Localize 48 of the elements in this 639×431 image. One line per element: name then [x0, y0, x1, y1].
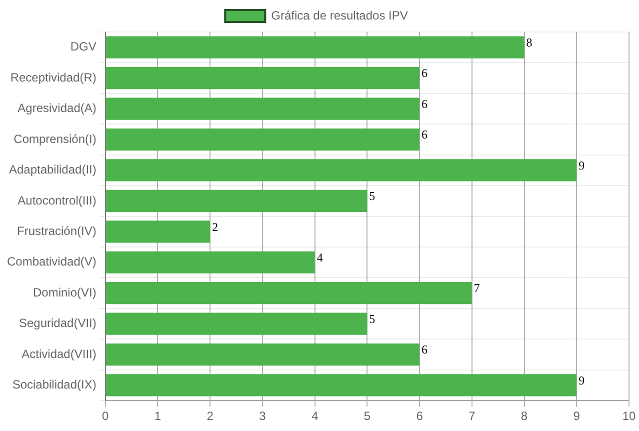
- y-tick-label: Actividad(VIII): [22, 346, 96, 361]
- data-label: 6: [422, 128, 428, 142]
- y-tick-label: Dominio(VI): [33, 285, 96, 300]
- x-tick-label: 2: [206, 409, 214, 424]
- y-tick-label: Seguridad(VII): [18, 316, 96, 330]
- data-label: 9: [578, 373, 585, 388]
- bar: [106, 374, 577, 396]
- bar: [106, 36, 524, 58]
- y-tick-label: Sociabilidad(IX): [12, 378, 96, 392]
- x-tick-label: 0: [102, 409, 110, 424]
- y-tick-label: DGV: [70, 40, 96, 54]
- bar: [106, 251, 315, 274]
- data-label: 2: [212, 220, 218, 234]
- y-tick-label: Combatividad(V): [6, 254, 96, 269]
- y-tick-label: Receptividad(R): [10, 70, 96, 84]
- bar: [106, 343, 420, 366]
- x-tick-label: 8: [520, 409, 528, 424]
- data-label: 6: [422, 342, 428, 357]
- bar: [106, 312, 368, 335]
- data-label: 8: [526, 35, 532, 50]
- bar: [106, 190, 368, 212]
- x-tick-label: 4: [311, 409, 318, 424]
- legend-label: Gráfica de resultados IPV: [271, 8, 408, 22]
- bar: [106, 98, 420, 120]
- data-label: 6: [422, 96, 428, 111]
- x-tick-label: 6: [416, 409, 424, 424]
- y-tick-label: Agresividad(A): [18, 101, 96, 116]
- y-tick-label: Comprensión(I): [14, 132, 96, 146]
- bar: [106, 67, 420, 90]
- x-tick-label: 1: [154, 409, 162, 424]
- bar: [106, 282, 472, 304]
- data-label: 7: [474, 281, 480, 296]
- bar: [106, 128, 420, 151]
- data-label: 6: [422, 66, 428, 80]
- y-tick-label: Autocontrol(III): [18, 193, 96, 208]
- x-tick-label: 5: [364, 409, 371, 424]
- data-label: 5: [369, 312, 376, 326]
- x-tick-label: 9: [573, 409, 580, 424]
- y-tick-label: Adaptabilidad(II): [8, 162, 96, 177]
- x-tick-label: 7: [468, 409, 476, 424]
- bar: [106, 220, 210, 243]
- x-tick-label: 3: [259, 409, 266, 424]
- data-label: 9: [578, 158, 585, 172]
- x-tick-label: 10: [622, 409, 636, 424]
- y-tick-label: Frustración(IV): [17, 224, 96, 238]
- bar: [106, 159, 577, 182]
- data-label: 4: [316, 250, 323, 264]
- data-label: 5: [369, 189, 376, 204]
